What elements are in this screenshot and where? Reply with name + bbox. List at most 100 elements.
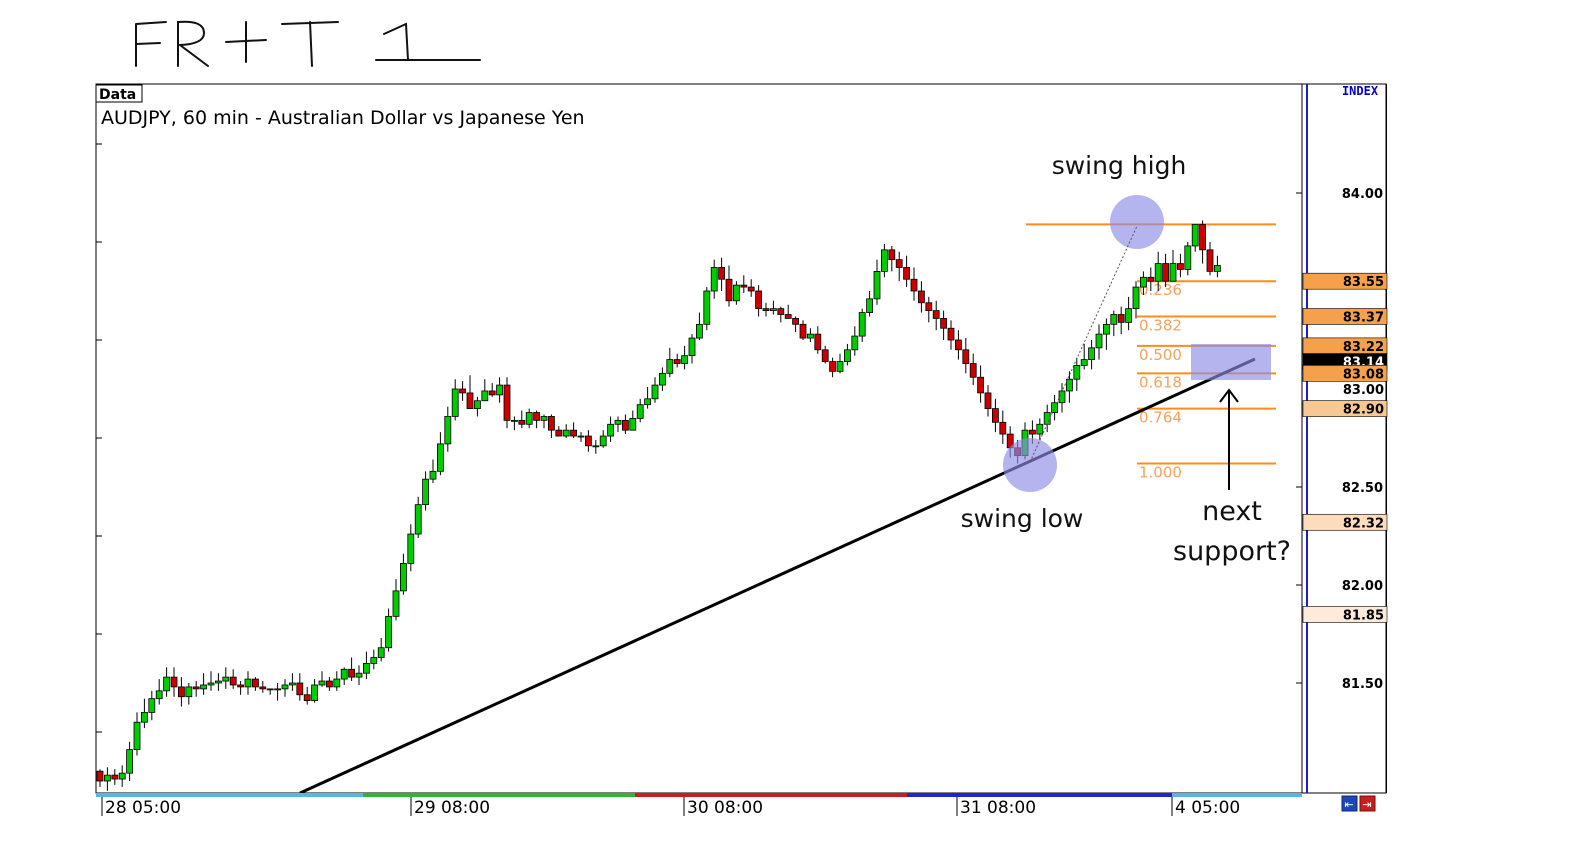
price-box	[1302, 308, 1388, 325]
candle-body	[259, 686, 267, 690]
candle-body	[681, 355, 688, 364]
candle-body	[636, 404, 644, 419]
price-box-label: 82.90	[1343, 403, 1384, 418]
candle-body	[548, 416, 555, 431]
candle-body	[399, 563, 407, 592]
candle-body	[1110, 314, 1118, 325]
candle-body	[784, 314, 792, 319]
candle-body	[1184, 245, 1192, 270]
candle-body	[303, 694, 311, 702]
candle-body	[111, 774, 119, 780]
candle-body	[1177, 263, 1184, 270]
candle-body	[977, 376, 984, 394]
candle-body	[96, 770, 104, 782]
x-tick-label: 31 08:00	[960, 798, 1036, 818]
candle-body	[496, 384, 504, 396]
candle-body	[622, 419, 629, 431]
candle-body	[436, 443, 444, 472]
candle-body	[629, 417, 637, 431]
candle-body	[163, 676, 171, 692]
candle-body	[1036, 423, 1044, 435]
price-box	[1302, 272, 1388, 290]
candle-body	[792, 318, 799, 325]
candle-body	[607, 423, 614, 437]
index-label: INDEX	[1342, 84, 1379, 98]
candle-body	[355, 672, 363, 678]
candle-body	[466, 392, 474, 410]
candle-body	[118, 772, 126, 780]
candle-body	[1043, 412, 1051, 425]
candle-body	[562, 429, 570, 437]
candle-body	[718, 267, 725, 280]
candle-body	[1029, 429, 1036, 435]
fibonacci-retracement: 0.236 0.382 0.500 0.618 0.764 1.000	[1026, 223, 1276, 481]
candle-body	[451, 388, 459, 417]
candle-body	[599, 435, 607, 447]
candle-body	[459, 388, 467, 394]
candle-body	[414, 504, 422, 535]
data-tab[interactable]	[95, 84, 143, 103]
candle-body	[370, 657, 378, 664]
candle-body	[325, 680, 333, 688]
candle-body	[1162, 263, 1169, 282]
svg-text:⇥: ⇥	[1362, 798, 1371, 811]
fib-level-label: 0.764	[1139, 409, 1182, 427]
swing-low-label: swing low	[961, 504, 1084, 533]
fib-level-label: 0.236	[1139, 281, 1182, 299]
candle-body	[140, 712, 148, 723]
candle-body	[318, 680, 326, 686]
candle-body	[1066, 378, 1073, 392]
x-tick-label: 29 08:00	[414, 798, 490, 818]
candle-body	[1051, 402, 1058, 413]
candle-body	[422, 478, 430, 506]
candle-body	[829, 361, 836, 372]
candle-body	[925, 302, 933, 312]
candle-body	[1073, 365, 1081, 380]
candle-body	[237, 684, 245, 688]
candle-body	[903, 267, 910, 280]
candle-body	[651, 384, 659, 400]
candle-body	[133, 721, 141, 751]
candle-body	[910, 278, 918, 292]
candle-body	[540, 416, 548, 421]
candle-body	[185, 686, 193, 698]
candle-body	[659, 372, 666, 386]
scroll-right-button[interactable]: ⇥	[1359, 795, 1376, 812]
candle-body	[710, 267, 718, 292]
candle-body	[207, 682, 215, 686]
candle-body	[614, 419, 622, 425]
y-tick-label: 82.50	[1342, 481, 1383, 496]
candle-body	[747, 286, 755, 292]
candle-body	[688, 337, 696, 357]
price-box	[1302, 606, 1388, 623]
candle-body	[999, 421, 1007, 435]
trendline	[299, 357, 1256, 795]
candle-body	[955, 339, 962, 351]
candle-body	[866, 298, 873, 313]
candle-body	[969, 363, 977, 378]
candle-body	[214, 680, 222, 684]
candle-body	[148, 698, 156, 713]
price-box-label: 83.08	[1343, 367, 1384, 382]
candle-body	[585, 435, 592, 447]
candle-body	[1117, 314, 1125, 323]
fib-level-label: 0.382	[1139, 316, 1182, 334]
scroll-left-button[interactable]: ⇤	[1341, 795, 1358, 812]
candle-body	[918, 290, 925, 304]
price-box	[1302, 365, 1388, 382]
candle-body	[533, 412, 540, 421]
swing-connector	[1029, 225, 1138, 463]
candle-body	[177, 686, 185, 698]
candle-body	[1147, 276, 1155, 282]
candle-body	[888, 249, 896, 261]
candle-body	[200, 684, 208, 690]
candle-body	[851, 335, 859, 351]
candle-body	[821, 349, 829, 362]
candle-body	[510, 419, 518, 422]
candle-body	[777, 308, 785, 315]
up-arrow	[1219, 388, 1239, 490]
price-box	[1302, 400, 1388, 417]
candle-body	[881, 249, 888, 272]
candle-body	[266, 688, 274, 691]
